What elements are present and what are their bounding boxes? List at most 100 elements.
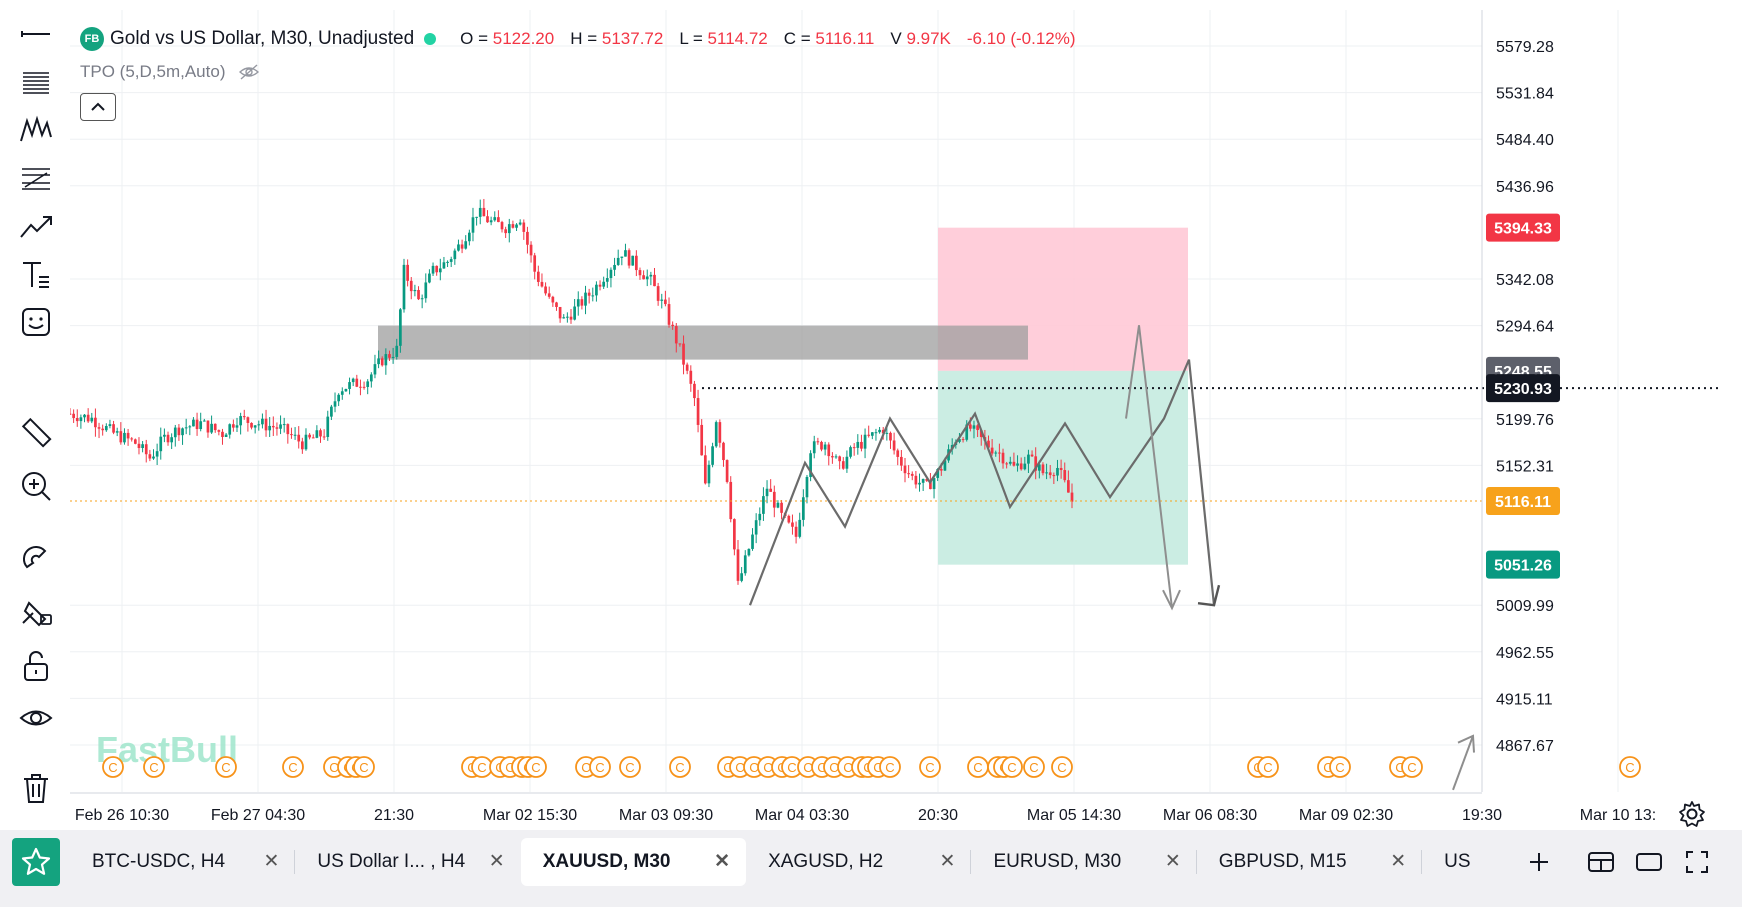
candle[interactable]: [188, 425, 192, 436]
candle[interactable]: [834, 454, 838, 459]
candle[interactable]: [867, 425, 871, 438]
candle[interactable]: [878, 427, 881, 434]
candle[interactable]: [340, 387, 344, 400]
candle[interactable]: [224, 432, 228, 438]
tab-xauusd-m30[interactable]: XAUUSD, M30 ✕: [520, 838, 747, 886]
candle[interactable]: [428, 269, 431, 284]
event-marker[interactable]: C: [215, 756, 237, 778]
tab-us[interactable]: US: [1422, 838, 1490, 886]
candle[interactable]: [961, 437, 965, 443]
candle[interactable]: [417, 286, 420, 301]
candle[interactable]: [812, 435, 816, 459]
candle[interactable]: [213, 423, 217, 433]
candle[interactable]: [286, 423, 290, 444]
candle[interactable]: [90, 412, 94, 424]
event-marker[interactable]: C: [1619, 756, 1641, 778]
candle[interactable]: [587, 288, 591, 304]
candle[interactable]: [714, 420, 718, 448]
candle[interactable]: [166, 431, 170, 446]
candle[interactable]: [754, 513, 758, 544]
magnet-icon[interactable]: [16, 538, 56, 578]
candle[interactable]: [344, 388, 348, 392]
candle[interactable]: [493, 211, 497, 222]
event-marker[interactable]: C: [471, 756, 493, 778]
candle[interactable]: [620, 256, 624, 266]
candle[interactable]: [333, 392, 337, 413]
candle[interactable]: [718, 419, 722, 448]
event-marker[interactable]: C: [1023, 756, 1045, 778]
candle[interactable]: [366, 379, 370, 395]
candle[interactable]: [1067, 470, 1070, 493]
candle[interactable]: [874, 428, 878, 441]
candle[interactable]: [656, 282, 660, 306]
event-marker[interactable]: C: [102, 756, 124, 778]
candle[interactable]: [787, 514, 791, 524]
candle[interactable]: [856, 434, 860, 455]
candle[interactable]: [406, 259, 409, 287]
candle[interactable]: [602, 276, 606, 290]
candle[interactable]: [322, 429, 326, 440]
candle[interactable]: [722, 441, 725, 467]
candle[interactable]: [624, 243, 627, 257]
event-marker[interactable]: C: [143, 756, 165, 778]
candle[interactable]: [235, 417, 239, 433]
cursor-line-icon[interactable]: [16, 14, 56, 54]
candle[interactable]: [297, 426, 301, 449]
candle[interactable]: [409, 277, 413, 300]
candle[interactable]: [308, 433, 311, 440]
candle[interactable]: [776, 500, 780, 509]
candle[interactable]: [1030, 450, 1034, 457]
candle[interactable]: [573, 298, 576, 321]
candle[interactable]: [221, 428, 224, 445]
candle[interactable]: [551, 295, 555, 307]
candle[interactable]: [275, 422, 279, 436]
candle[interactable]: [504, 226, 508, 238]
candle[interactable]: [1034, 447, 1038, 480]
candle[interactable]: [627, 248, 631, 269]
candle[interactable]: [798, 512, 802, 539]
candle[interactable]: [529, 241, 533, 263]
candle[interactable]: [605, 268, 609, 288]
candle[interactable]: [584, 285, 587, 315]
candle[interactable]: [703, 445, 707, 485]
candle[interactable]: [115, 427, 119, 437]
candle[interactable]: [910, 471, 914, 481]
candle[interactable]: [1052, 472, 1056, 485]
candle[interactable]: [210, 415, 213, 434]
close-tab-icon[interactable]: ✕: [263, 851, 280, 872]
candle[interactable]: [932, 475, 936, 499]
candle[interactable]: [758, 507, 762, 526]
candle[interactable]: [805, 474, 809, 504]
candle[interactable]: [1005, 461, 1009, 469]
candle[interactable]: [362, 381, 366, 390]
candle[interactable]: [384, 348, 388, 375]
candle[interactable]: [388, 350, 391, 361]
candle[interactable]: [319, 428, 322, 443]
candle[interactable]: [1056, 459, 1059, 482]
candle[interactable]: [863, 428, 867, 459]
candle[interactable]: [1027, 449, 1030, 474]
candle[interactable]: [449, 256, 453, 268]
candle[interactable]: [395, 338, 399, 360]
candle[interactable]: [141, 441, 144, 453]
candle[interactable]: [202, 418, 206, 422]
candle[interactable]: [1019, 457, 1023, 471]
candle[interactable]: [369, 372, 373, 388]
candle[interactable]: [711, 442, 714, 468]
candle[interactable]: [279, 415, 282, 435]
candle[interactable]: [642, 270, 645, 280]
candle[interactable]: [351, 377, 355, 387]
candle[interactable]: [253, 425, 257, 434]
hidden-eye-icon[interactable]: [239, 64, 260, 80]
lock-drawing-icon[interactable]: [16, 592, 56, 632]
candle[interactable]: [674, 323, 678, 353]
close-tab-icon[interactable]: ✕: [714, 851, 731, 872]
candle[interactable]: [435, 265, 439, 276]
candle[interactable]: [1045, 463, 1048, 480]
candle[interactable]: [101, 424, 105, 436]
candle[interactable]: [707, 460, 711, 488]
trend-line-icon[interactable]: [16, 206, 56, 246]
candle[interactable]: [1048, 464, 1052, 479]
candle[interactable]: [133, 438, 137, 445]
candle[interactable]: [613, 257, 616, 276]
